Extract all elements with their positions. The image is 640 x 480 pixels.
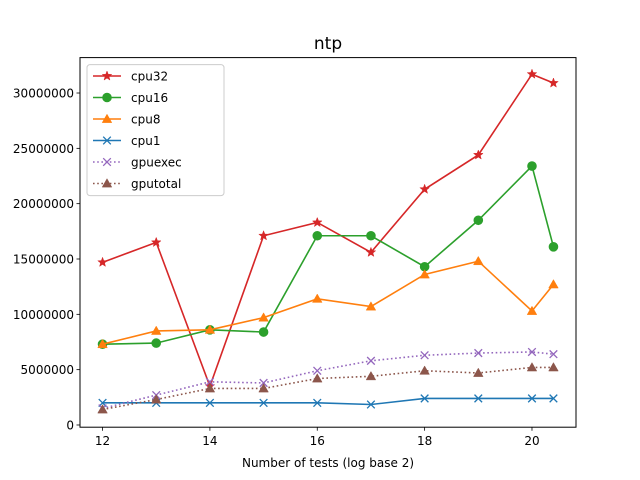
data-point-cpu32 xyxy=(258,230,270,241)
data-point-cpu8 xyxy=(365,301,377,311)
data-point-cpu16 xyxy=(312,230,323,241)
legend-marker-cpu8 xyxy=(101,113,113,123)
series-gpuexec xyxy=(98,347,558,413)
data-point-cpu8 xyxy=(548,279,559,289)
data-point-gputotal xyxy=(548,362,559,372)
data-point-gputotal xyxy=(365,370,377,381)
data-point-cpu16 xyxy=(366,230,376,241)
x-tick-label: 18 xyxy=(417,434,432,448)
data-point-cpu1 xyxy=(313,398,322,408)
legend-label-cpu1: cpu1 xyxy=(131,134,160,148)
series-line-cpu16 xyxy=(102,164,555,346)
x-tick-label: 14 xyxy=(202,434,217,448)
data-point-gpuexec xyxy=(205,377,215,387)
chart-title: ntp xyxy=(314,34,342,54)
series-line-cpu1 xyxy=(102,397,554,406)
data-point-cpu8 xyxy=(473,255,484,266)
data-point-gpuexec xyxy=(366,356,376,366)
data-point-cpu32 xyxy=(548,77,559,88)
legend-label-gputotal: gputotal xyxy=(131,177,181,191)
legend-marker-gpuexec xyxy=(102,157,112,167)
legend-marker-gputotal xyxy=(101,178,113,188)
data-point-gputotal xyxy=(97,404,108,414)
x-tick-label: 20 xyxy=(524,434,539,448)
data-point-cpu32 xyxy=(419,183,431,194)
data-point-cpu8 xyxy=(204,324,216,334)
data-point-cpu8 xyxy=(150,325,162,335)
axes-frame xyxy=(79,57,577,428)
data-point-cpu1 xyxy=(420,394,429,403)
data-point-cpu32 xyxy=(311,216,323,228)
series-line-gpuexec xyxy=(102,351,554,410)
data-point-cpu16 xyxy=(548,242,559,252)
data-point-gputotal xyxy=(419,365,430,375)
data-point-cpu32 xyxy=(526,68,538,79)
data-point-gputotal xyxy=(204,383,216,393)
data-point-cpu32 xyxy=(472,149,484,160)
data-point-cpu1 xyxy=(259,398,268,408)
y-tick-label: 5000000 xyxy=(21,363,74,377)
data-point-cpu1 xyxy=(527,394,537,403)
data-point-gpuexec xyxy=(549,349,558,359)
series-line-cpu8 xyxy=(102,260,555,345)
legend-label-cpu32: cpu32 xyxy=(131,70,168,84)
data-point-gpuexec xyxy=(420,351,429,360)
data-point-cpu1 xyxy=(474,394,483,403)
x-axis-label: Number of tests (log base 2) xyxy=(242,456,414,470)
y-tick-label: 15000000 xyxy=(13,252,74,266)
series-cpu8 xyxy=(97,255,559,349)
data-point-cpu8 xyxy=(312,293,323,303)
series-cpu1 xyxy=(98,394,558,409)
series-cpu32 xyxy=(97,68,559,391)
series-line-cpu32 xyxy=(102,73,554,389)
legend: cpu32 cpu16 cpu8 cpu1 gpuexec gputotal xyxy=(86,64,225,197)
data-point-cpu16 xyxy=(527,161,537,171)
data-point-cpu8 xyxy=(419,269,430,279)
data-point-cpu32 xyxy=(365,246,377,257)
data-point-cpu16 xyxy=(473,215,484,226)
data-point-gputotal xyxy=(312,373,323,383)
legend-label-cpu16: cpu16 xyxy=(131,91,168,105)
data-point-cpu1 xyxy=(366,400,376,409)
x-tick-label: 12 xyxy=(95,434,110,448)
data-point-gpuexec xyxy=(527,347,537,357)
data-point-cpu1 xyxy=(549,394,558,403)
x-tick-label: 16 xyxy=(310,434,325,448)
y-tick-label: 20000000 xyxy=(13,197,74,211)
legend-marker-cpu1 xyxy=(102,136,112,145)
data-point-gpuexec xyxy=(313,366,322,376)
legend-marker-cpu16 xyxy=(102,92,112,103)
data-point-cpu8 xyxy=(258,312,269,322)
data-point-gputotal xyxy=(526,362,538,372)
legend-label-cpu8: cpu8 xyxy=(131,113,160,127)
y-tick-label: 0 xyxy=(66,418,74,432)
series-gputotal xyxy=(97,362,559,414)
axis-ticks: 12 14 16 18 20 0 5000000 10000000 15000000 200000… xyxy=(13,87,540,449)
legend-marker-cpu32 xyxy=(101,70,113,81)
series-line-gputotal xyxy=(102,366,554,411)
y-tick-label: 30000000 xyxy=(13,87,74,101)
legend-label-gpuexec: gpuexec xyxy=(131,156,182,170)
data-point-gpuexec xyxy=(259,378,268,388)
data-point-cpu8 xyxy=(526,305,538,315)
data-point-cpu16 xyxy=(258,327,269,337)
data-point-gputotal xyxy=(473,367,484,377)
data-point-cpu1 xyxy=(205,398,215,408)
data-point-cpu32 xyxy=(150,236,162,248)
data-point-cpu16 xyxy=(151,338,162,348)
data-point-gputotal xyxy=(150,394,162,404)
data-point-gpuexec xyxy=(474,348,483,358)
y-tick-label: 25000000 xyxy=(13,142,74,156)
data-point-gputotal xyxy=(258,383,269,393)
data-point-cpu32 xyxy=(97,256,108,267)
plot-area xyxy=(97,68,559,414)
y-tick-label: 10000000 xyxy=(13,308,74,322)
data-point-cpu8 xyxy=(97,338,108,349)
legend-box xyxy=(86,64,225,197)
